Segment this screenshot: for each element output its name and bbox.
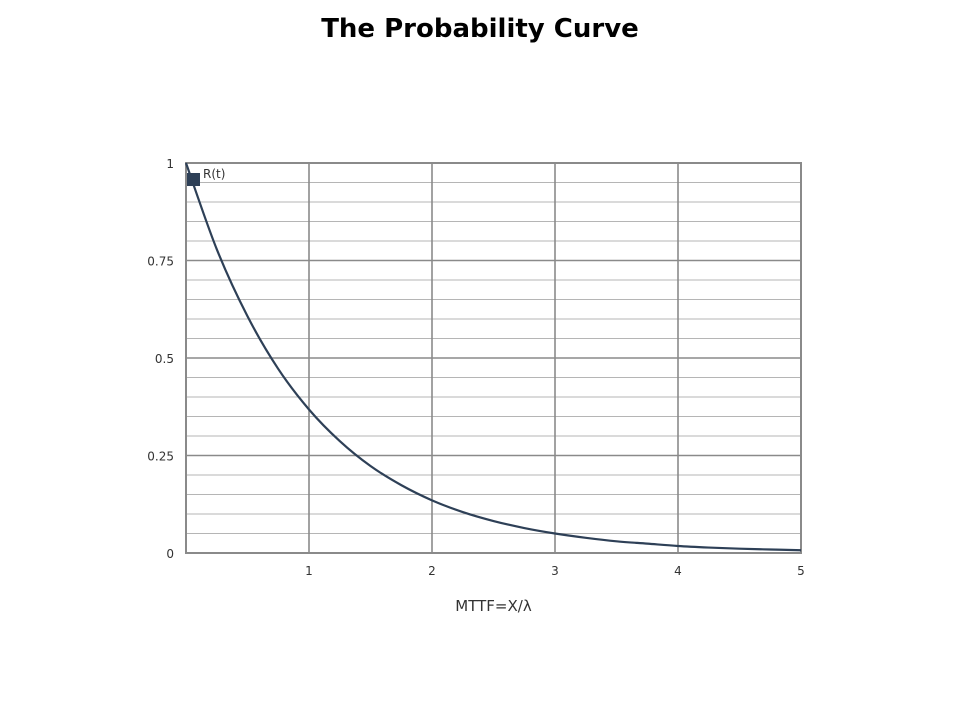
x-tick-label: 4: [674, 564, 682, 578]
x-axis-label: MTTF=X/λ: [455, 597, 532, 615]
x-tick-label: 3: [551, 564, 559, 578]
series-line-r-t: [184, 162, 802, 552]
y-tick-label: 0.5: [155, 352, 174, 366]
x-tick-label: 5: [797, 564, 805, 578]
y-axis-ticks: 0 0.25 0.5 0.75 1: [147, 157, 174, 561]
legend-label: R(t): [203, 167, 225, 181]
chart-title: The Probability Curve: [321, 14, 639, 44]
x-tick-label: 1: [305, 564, 313, 578]
y-tick-label: 0: [166, 547, 174, 561]
y-tick-label: 0.75: [147, 255, 174, 269]
major-grid: [186, 163, 801, 553]
minor-grid: [186, 182, 801, 534]
plot-frame: [185, 162, 802, 554]
legend-marker: [187, 173, 200, 186]
x-axis-ticks: 1 2 3 4 5: [305, 564, 805, 578]
y-tick-label: 1: [166, 157, 174, 171]
y-tick-label: 0.25: [147, 450, 174, 464]
x-tick-label: 2: [428, 564, 436, 578]
